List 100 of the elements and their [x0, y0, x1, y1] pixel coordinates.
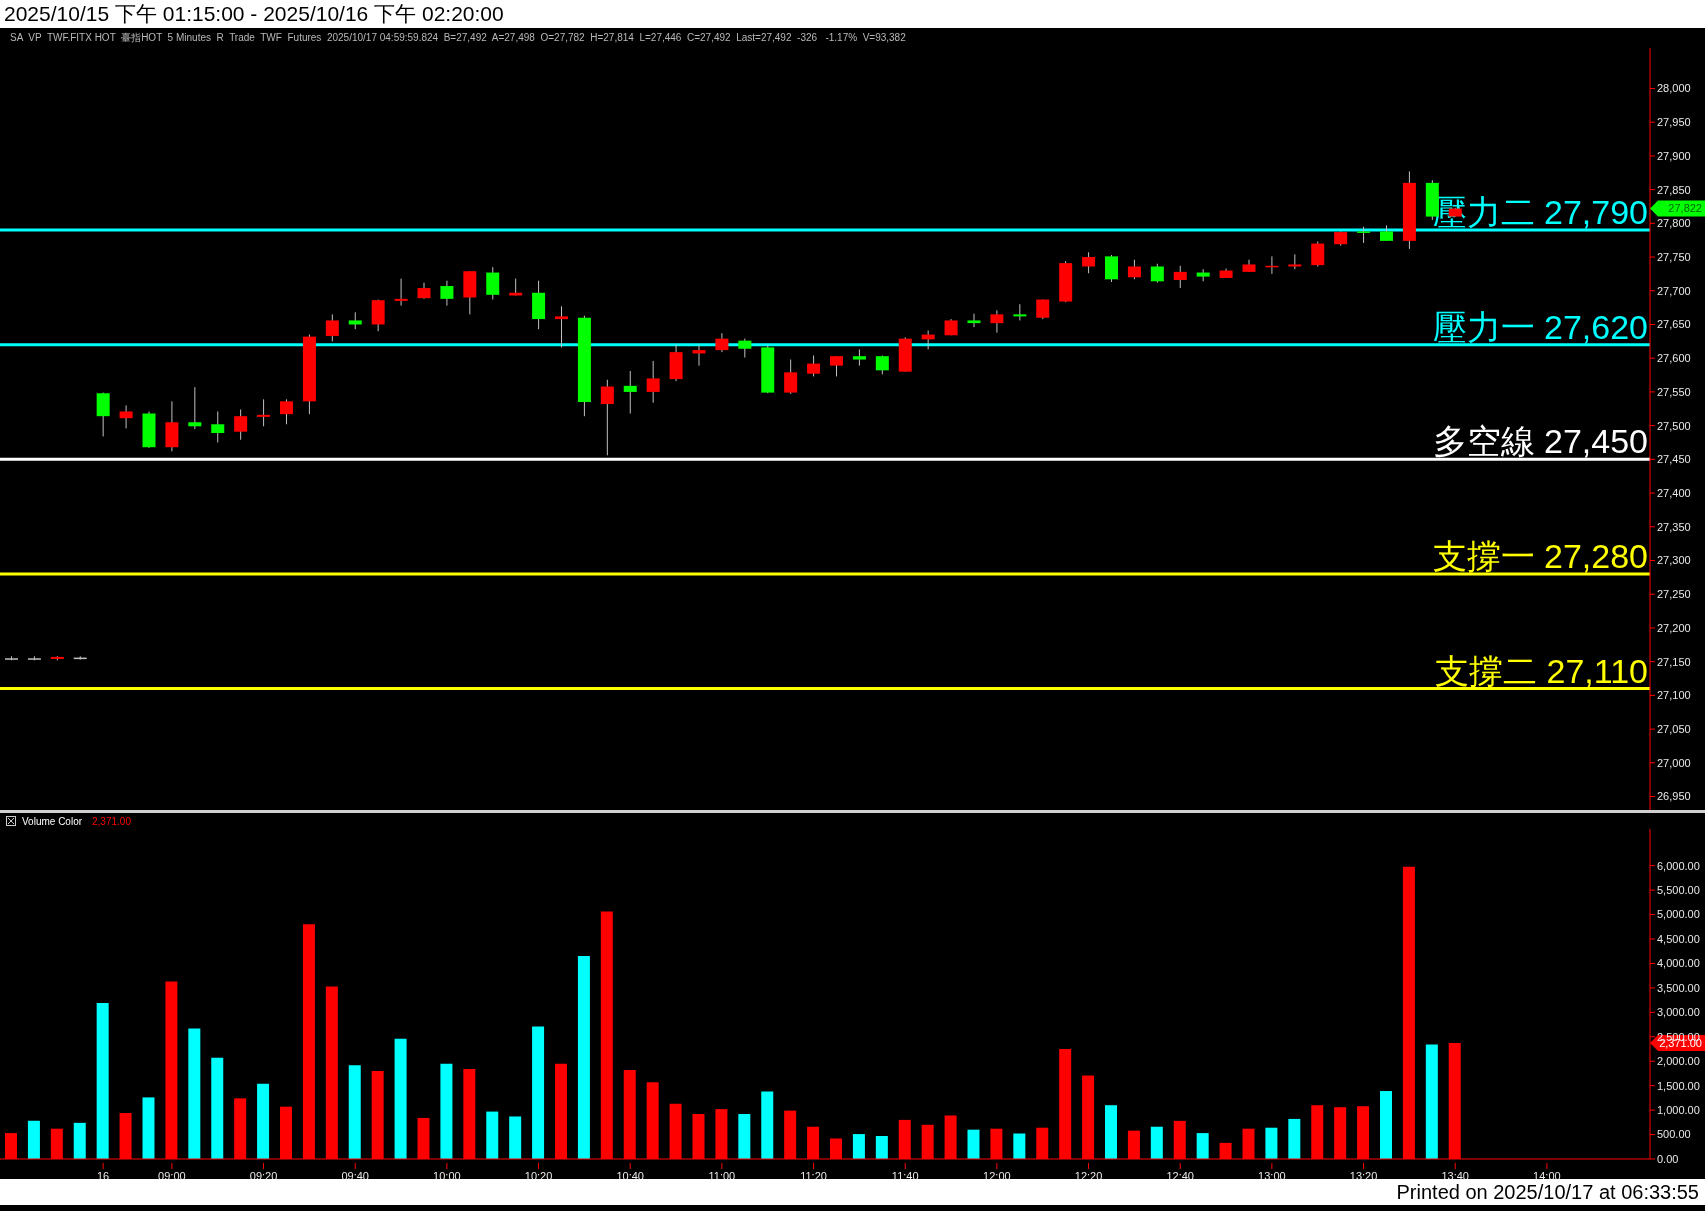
bar	[761, 1091, 774, 1159]
bar	[1425, 1044, 1438, 1159]
ref-line-label: 支撐二 27,110	[1435, 651, 1648, 690]
y-tick-label: 27,750	[1657, 250, 1691, 263]
bar	[1105, 1105, 1117, 1159]
candlestick	[325, 313, 339, 342]
candlestick	[990, 309, 1004, 334]
y-tick-label: 27,900	[1657, 149, 1691, 162]
y-tick-label: 27,850	[1657, 183, 1691, 196]
bar	[1196, 1133, 1209, 1159]
chart-title: Volume Color	[22, 815, 83, 827]
candlestick	[967, 313, 981, 328]
bar	[1013, 1133, 1026, 1159]
y-tick-label: 27,000	[1657, 756, 1691, 769]
bar	[211, 1057, 224, 1159]
bar	[440, 1063, 453, 1159]
bar	[96, 1003, 109, 1159]
bar	[27, 1120, 40, 1159]
y-tick-label: 27,450	[1657, 453, 1691, 466]
bar	[509, 1116, 522, 1159]
y-tick-label: 27,700	[1657, 284, 1691, 297]
candlestick	[738, 338, 752, 359]
y-tick-label: 2,000.00	[1657, 1055, 1700, 1068]
candlestick	[211, 410, 225, 443]
y-tick-label: 27,250	[1657, 588, 1691, 601]
bar	[73, 1122, 86, 1159]
bar	[1380, 1091, 1392, 1159]
bar	[257, 1083, 270, 1159]
bar	[486, 1111, 499, 1159]
bar	[1288, 1118, 1301, 1159]
candlestick	[1311, 241, 1325, 267]
bar	[1150, 1126, 1163, 1159]
candlestick	[280, 398, 293, 425]
candlestick	[1105, 254, 1118, 283]
bar	[967, 1129, 980, 1159]
text: 2,371.00	[92, 815, 131, 827]
y-tick-label: 1,000.00	[1657, 1104, 1700, 1117]
y-tick-label: 27,950	[1657, 116, 1691, 129]
bar	[577, 956, 590, 1159]
y-tick-label: 0.00	[1657, 1152, 1679, 1165]
candlestick	[715, 332, 729, 353]
y-tick-label: 5,500.00	[1657, 884, 1700, 897]
candlestick	[623, 370, 637, 414]
bar	[875, 1136, 888, 1159]
y-tick-label: 3,500.00	[1657, 981, 1700, 994]
candlestick	[830, 355, 843, 377]
y-tick-label: 27,050	[1657, 722, 1691, 735]
y-tick-label: 27,100	[1657, 689, 1691, 702]
bar	[532, 1026, 545, 1159]
bar	[738, 1114, 751, 1159]
ref-line-label: 壓力一 27,620	[1432, 307, 1648, 346]
y-tick-label: 27,300	[1657, 554, 1691, 567]
candlestick	[394, 278, 408, 307]
candlestick	[807, 355, 821, 377]
candlestick	[875, 355, 889, 375]
candlestick	[119, 404, 133, 429]
candlestick	[646, 360, 660, 404]
candlestick	[600, 379, 614, 456]
y-tick-label: 27,150	[1657, 655, 1691, 668]
ref-line-label: 多空線 27,450	[1432, 422, 1648, 461]
y-tick-label: 28,000	[1657, 82, 1691, 95]
candlestick	[1127, 259, 1141, 280]
y-tick-label: 27,550	[1657, 385, 1691, 398]
text: Printed on 2025/10/17 at 06:33:55	[1396, 1181, 1699, 1203]
y-tick-label: 27,800	[1657, 217, 1691, 230]
bar	[852, 1134, 865, 1159]
chart-title: 2025/10/15 下午 01:15:00 - 2025/10/16 下午 02:20:00	[0, 0, 1705, 28]
y-tick-label: 500.00	[1657, 1128, 1691, 1141]
text: 27,822	[1668, 202, 1702, 215]
y-tick-label: 27,600	[1657, 352, 1691, 365]
bar	[1265, 1127, 1278, 1159]
bar	[394, 1038, 407, 1159]
candlestick	[1082, 251, 1096, 274]
y-tick-label: 26,950	[1657, 790, 1691, 803]
candlestick	[96, 392, 110, 437]
candlestick	[1150, 263, 1164, 284]
bar	[188, 1028, 201, 1159]
candlestick	[555, 305, 568, 348]
y-tick-label: 3,000.00	[1657, 1006, 1700, 1019]
ref-line-label: 支撐一 27,280	[1432, 536, 1648, 575]
candlestick	[784, 359, 798, 395]
bar	[142, 1097, 155, 1159]
candlestick	[440, 280, 454, 307]
y-tick-label: 27,400	[1657, 486, 1691, 499]
candlestick	[486, 266, 500, 301]
bar	[348, 1065, 361, 1159]
y-tick-label: 6,000.00	[1657, 859, 1700, 872]
candlestick	[188, 386, 202, 430]
candlestick	[1173, 265, 1187, 289]
candlestick	[234, 408, 248, 441]
y-tick-label: 5,000.00	[1657, 908, 1700, 921]
y-tick-label: 27,200	[1657, 621, 1691, 634]
candlestick	[257, 398, 271, 427]
chart-subtitle: SA VP TWF.FITX HOT 臺指HOT 5 Minutes R Trade TWF Futures 2025/10/17 04:59:59.824 B=27,492 A=27,498 O=27,782 H=27,814 L=27,446 C=27,492 Last=27,492 -326 -1.17% V=93,382	[9, 31, 907, 45]
y-tick-label: 27,650	[1657, 318, 1691, 331]
y-tick-label: 4,000.00	[1657, 957, 1700, 970]
y-tick-label: 27,350	[1657, 520, 1691, 533]
y-tick-label: 4,500.00	[1657, 932, 1700, 945]
y-tick-label: 1,500.00	[1657, 1079, 1700, 1092]
y-tick-label: 27,500	[1657, 419, 1691, 432]
